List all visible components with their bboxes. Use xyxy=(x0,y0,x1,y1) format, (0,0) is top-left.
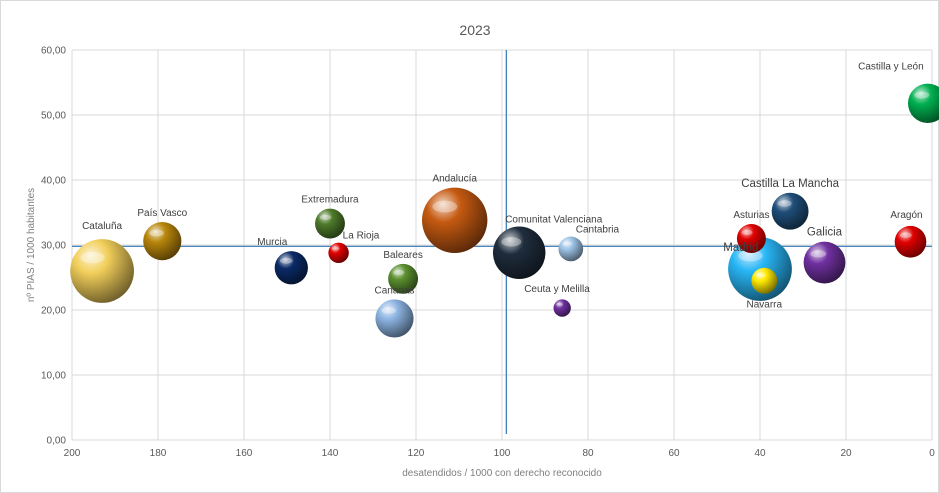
bubble-label: Cantabria xyxy=(576,225,620,236)
bubble-label: La Rioja xyxy=(343,231,380,242)
x-axis-label: desatendidos / 1000 con derecho reconoci… xyxy=(402,468,602,479)
y-tick-label: 50,00 xyxy=(41,111,66,122)
bubble-label: Baleares xyxy=(383,250,422,261)
bubble-label: Castilla La Mancha xyxy=(741,178,839,190)
x-tick-label: 180 xyxy=(150,448,167,459)
bubble-label: Murcia xyxy=(257,237,287,248)
bubble-highlight xyxy=(381,306,397,314)
bubble xyxy=(70,239,134,303)
bubble-label: Andalucía xyxy=(432,174,477,185)
x-tick-label: 20 xyxy=(840,448,852,459)
y-axis-label: nº PIAS / 1000 habitantes xyxy=(26,188,37,302)
bubble xyxy=(894,225,927,258)
y-tick-label: 10,00 xyxy=(41,371,66,382)
y-axis-ticks: 0,00 10,00 20,00 30,00 40,00 50,00 60,00 xyxy=(41,46,66,447)
bubble xyxy=(143,222,182,261)
bubble xyxy=(375,299,414,338)
bubble xyxy=(771,192,809,230)
bubble xyxy=(751,267,778,294)
bubble-highlight xyxy=(777,200,792,207)
bubble xyxy=(388,263,419,294)
x-axis-ticks: 200 180 160 140 120 100 80 60 40 20 0 xyxy=(64,448,936,459)
x-tick-label: 40 xyxy=(754,448,766,459)
bubble-label: Castilla y León xyxy=(858,62,924,73)
bubble-label: Navarra xyxy=(747,300,783,311)
bubble-label: País Vasco xyxy=(137,208,187,219)
bubble-highlight xyxy=(432,200,458,213)
bubble-label: Ceuta y Melilla xyxy=(524,284,590,295)
bubble-label: Cataluña xyxy=(82,221,122,232)
bubble-highlight xyxy=(562,241,572,246)
bubble xyxy=(274,251,308,285)
bubble-highlight xyxy=(319,214,332,220)
bubble xyxy=(736,224,766,253)
y-tick-label: 30,00 xyxy=(41,241,66,252)
x-tick-label: 80 xyxy=(582,448,594,459)
bubble-highlight xyxy=(279,257,293,264)
bubble-highlight xyxy=(501,237,522,247)
x-tick-label: 100 xyxy=(494,448,511,459)
x-tick-label: 200 xyxy=(64,448,81,459)
bubble-labels: Andalucía Cataluña Madrid Comunitat Valenci… xyxy=(82,62,924,311)
bubble-label: Canarias xyxy=(374,285,414,296)
x-tick-label: 120 xyxy=(408,448,425,459)
bubble-highlight xyxy=(810,250,827,258)
x-tick-label: 0 xyxy=(929,448,935,459)
grid xyxy=(71,49,933,441)
bubble-label: Aragón xyxy=(890,210,922,221)
bubbles xyxy=(70,83,939,338)
bubble-label: Extremadura xyxy=(301,195,359,206)
bubble-highlight xyxy=(331,246,340,251)
bubble-highlight xyxy=(755,272,766,278)
y-tick-label: 60,00 xyxy=(41,46,66,57)
bubble-label: Asturias xyxy=(733,210,769,221)
bubble xyxy=(907,83,939,124)
x-tick-label: 160 xyxy=(236,448,253,459)
bubble xyxy=(553,299,571,317)
x-tick-label: 60 xyxy=(668,448,680,459)
bubble-highlight xyxy=(914,91,930,99)
bubble xyxy=(328,242,349,264)
y-tick-label: 20,00 xyxy=(41,306,66,317)
bubble xyxy=(558,236,584,262)
bubble xyxy=(492,226,546,280)
bubble-highlight xyxy=(149,229,164,237)
bubble xyxy=(315,208,345,239)
y-tick-label: 0,00 xyxy=(47,436,67,447)
y-tick-label: 40,00 xyxy=(41,176,66,187)
bubble-highlight xyxy=(80,251,105,264)
bubble-label: Galicia xyxy=(807,227,843,239)
bubble xyxy=(803,241,846,284)
bubble-highlight xyxy=(741,229,753,236)
bubble-label: Comunitat Valenciana xyxy=(505,215,603,226)
x-tick-label: 140 xyxy=(322,448,339,459)
bubble-label: Madrid xyxy=(723,242,758,254)
bubble xyxy=(422,187,488,253)
bubble-highlight xyxy=(738,249,763,262)
chart-title: 2023 xyxy=(459,22,490,38)
bubble-highlight xyxy=(392,269,405,276)
bubble-highlight xyxy=(556,302,563,306)
bubble-highlight xyxy=(899,232,912,238)
